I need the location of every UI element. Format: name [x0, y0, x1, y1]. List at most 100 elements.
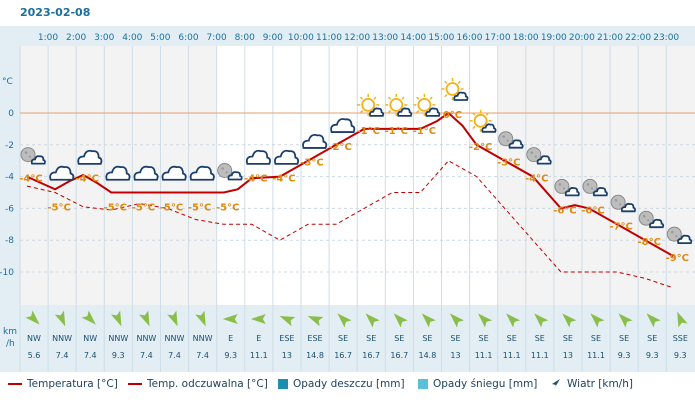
wind-direction: SE: [507, 334, 517, 343]
wind-arrow-shape: [25, 310, 40, 325]
cloud-shape: [649, 218, 665, 229]
hour-label: 12:00: [344, 33, 370, 43]
hour-label: 13:00: [372, 33, 398, 43]
sun-ray: [429, 96, 433, 100]
hour-label: 14:00: [400, 33, 426, 43]
wind-arrow-shape: [534, 313, 549, 328]
wind-speed: 14.8: [418, 351, 436, 360]
wind-arrow-shape: [562, 313, 577, 328]
legend-temperature-label: Temperatura [°C]: [27, 378, 118, 390]
sun-cloud-icon: [357, 93, 385, 117]
moon-disc: [20, 147, 36, 163]
y-tick-label: -6: [5, 204, 14, 214]
night-cloudy-icon: [582, 178, 608, 197]
cloud-icon: [105, 165, 131, 181]
temperature-label: -4°C: [75, 174, 98, 185]
temperature-chart: °C 0 -2 -4 -6 -8 -10 1:00 2:00 3:00 4:00 5:00 6:00 7:…: [0, 26, 695, 372]
hour-label: 19:00: [541, 33, 567, 43]
wind-arrow-icon: [250, 314, 266, 324]
cloud-shape: [274, 149, 300, 165]
wind-arrow-shape: [506, 313, 521, 328]
wind-arrow-icon: [279, 316, 296, 327]
wind-speed: 11.1: [503, 351, 521, 360]
cloud-shape: [49, 165, 75, 181]
moon-disc: [582, 178, 598, 194]
cloud-shape: [133, 165, 159, 181]
wind-arrow-shape: [307, 316, 324, 327]
cloud-shape: [677, 234, 693, 244]
cloud-shape: [161, 165, 187, 181]
wind-arrow-icon: [81, 310, 96, 325]
temperature-label: -4°C: [272, 174, 295, 185]
wind-arrow-shape: [421, 313, 436, 328]
cloud-shape: [425, 107, 441, 117]
sun-cloud-icon: [441, 78, 469, 101]
wind-arrow-icon: [139, 310, 150, 327]
temperature-label: -8°C: [637, 237, 660, 248]
wind-speed: 7.4: [56, 351, 69, 360]
wind-direction: SE: [422, 334, 432, 343]
wind-speed: 7.4: [84, 351, 97, 360]
wind-arrow-icon: [337, 313, 352, 328]
y-tick-label: 0: [8, 109, 14, 119]
wind-speed: 9.3: [112, 351, 125, 360]
wind-direction: SE: [535, 334, 545, 343]
wind-speed: 13: [563, 351, 573, 360]
wind-direction: SSE: [673, 334, 688, 343]
wind-arrow-icon: [562, 313, 577, 328]
wind-speed: 9.3: [646, 351, 659, 360]
moon-crater: [642, 214, 646, 218]
legend-rain: Opady deszczu [mm]: [278, 378, 405, 390]
temperature-label: -7°C: [609, 221, 632, 232]
legend-rain-swatch: [278, 379, 288, 389]
legend-snow: Opady śniegu [mm]: [418, 378, 537, 390]
hour-label: 2:00: [66, 33, 86, 43]
legend-rain-label: Opady deszczu [mm]: [293, 378, 405, 390]
wind-arrow-shape: [222, 314, 238, 324]
y-tick-label: -8: [5, 236, 14, 246]
y-tick-label: -4: [5, 173, 14, 183]
wind-speed: 16.7: [390, 351, 408, 360]
temperature-label: -5°C: [188, 203, 211, 214]
night-cloudy-icon: [217, 163, 243, 181]
moon-crater: [225, 171, 228, 174]
temperature-label: -6°C: [553, 205, 576, 216]
wind-speed: 16.7: [334, 351, 352, 360]
hour-label: 9:00: [263, 33, 283, 43]
wind-arrow-shape: [139, 310, 150, 327]
legend-feels-like: Temp. odczuwalna [°C]: [128, 378, 268, 390]
cloud-shape: [330, 118, 356, 133]
left-axis-panel: [0, 26, 20, 372]
wind-arrow-icon: [449, 313, 464, 328]
cloud-shape: [189, 165, 215, 181]
wind-direction: NNW: [136, 334, 156, 343]
wind-arrow-shape: [167, 310, 178, 327]
wind-direction: ESE: [307, 334, 322, 343]
temperature-label: -1°C: [385, 126, 408, 137]
temperature-label: -9°C: [666, 253, 689, 264]
night-cloudy-icon: [526, 147, 552, 165]
hour-label: 20:00: [569, 33, 595, 43]
sun-ray: [472, 112, 476, 116]
moon-crater: [562, 187, 566, 190]
temperature-label: -1°C: [356, 126, 379, 137]
moon-disc: [610, 194, 626, 210]
wind-arrow-shape: [393, 313, 408, 328]
moon-crater: [28, 155, 32, 158]
hour-label: 18:00: [513, 33, 539, 43]
cloud-shape: [227, 171, 243, 181]
wind-arrow-shape: [250, 314, 266, 324]
wind-direction: NNW: [165, 334, 185, 343]
cloud-icon: [245, 149, 271, 165]
hour-label: 7:00: [206, 33, 226, 43]
hour-label: 10:00: [288, 33, 314, 43]
wind-direction: E: [256, 334, 261, 343]
cloud-shape: [564, 187, 580, 197]
temperature-label: -6°C: [581, 205, 604, 216]
temperature-label: -2°C: [328, 142, 351, 153]
wind-arrow-shape: [110, 310, 122, 327]
wind-direction: NNW: [52, 334, 72, 343]
legend-temperature: Temperatura [°C]: [8, 378, 118, 390]
wind-speed: 9.3: [674, 351, 687, 360]
sun-disc: [417, 98, 432, 112]
